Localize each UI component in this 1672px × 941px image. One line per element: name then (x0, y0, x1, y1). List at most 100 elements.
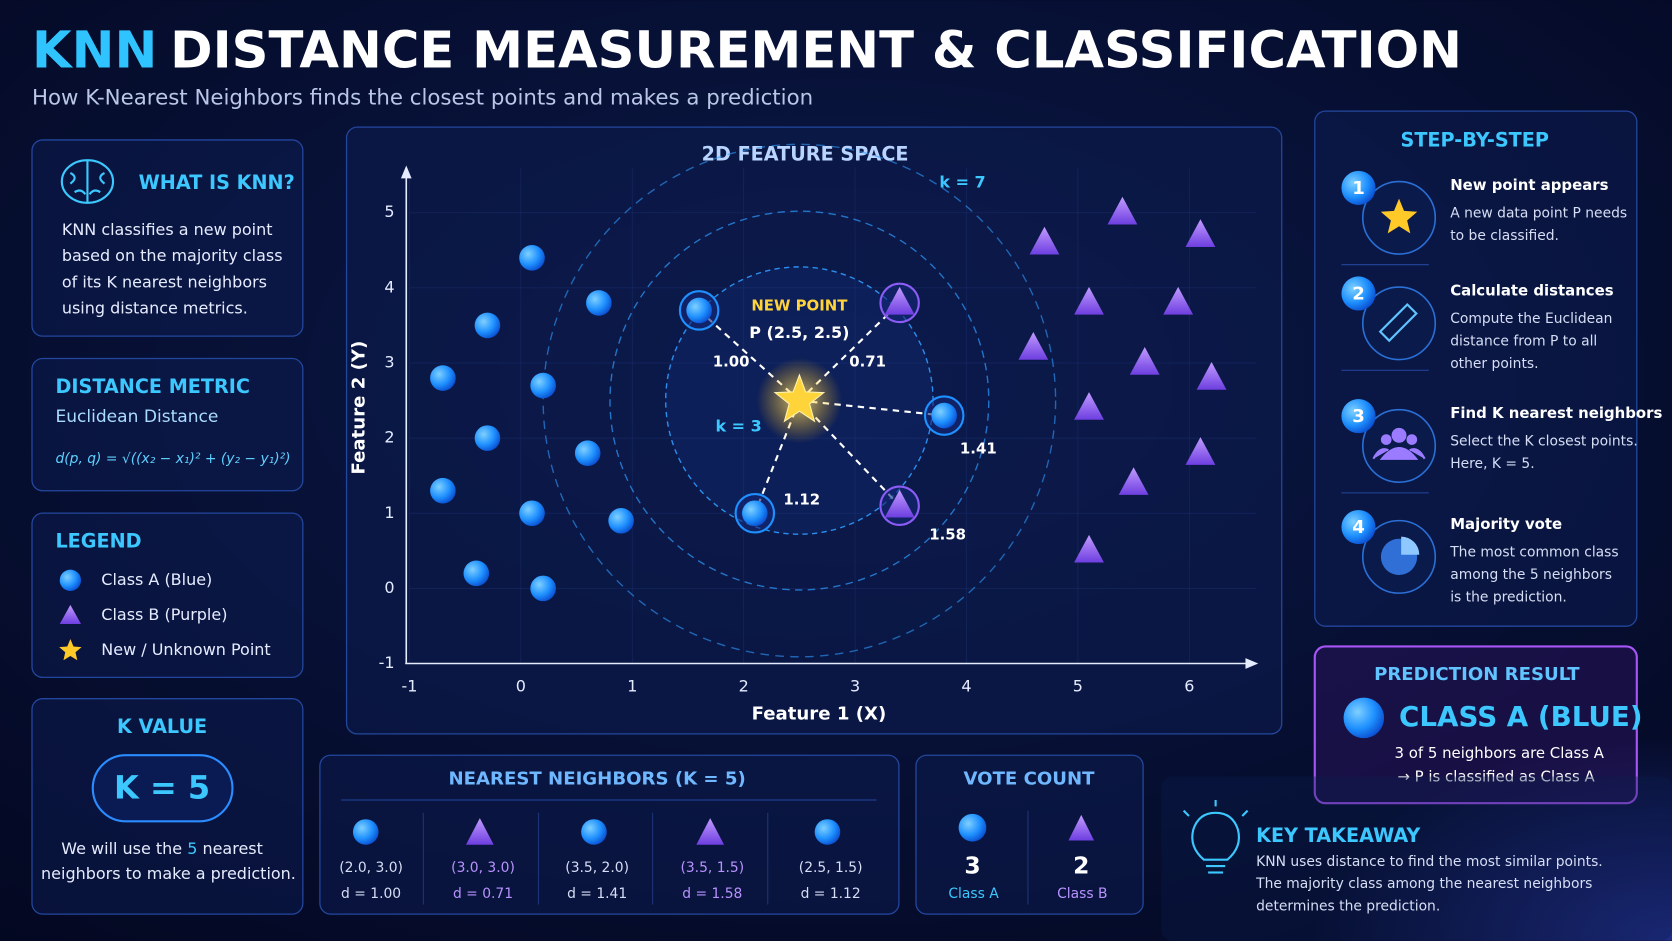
k-text: We will use the 5 nearest (61, 839, 263, 858)
point (1018, 331, 1049, 360)
point (1029, 226, 1060, 255)
step-number: 4 (1352, 517, 1365, 538)
coord: (2.0, 3.0) (339, 860, 403, 876)
x-tick-label: 3 (850, 676, 860, 695)
panel-title: KEY TAKEAWAY (1256, 824, 1421, 847)
icon (814, 819, 841, 845)
step-text: The most common class (1449, 545, 1618, 561)
coord: (2.5, 1.5) (799, 860, 863, 876)
panel-title: LEGEND (55, 529, 141, 552)
step-text: Select the K closest points. (1450, 434, 1638, 450)
distance: d = 1.58 (682, 886, 742, 902)
point (430, 365, 456, 391)
k-pill (91, 754, 234, 823)
panel-text: KNN classifies a new point (62, 220, 273, 239)
axis-arrow (1245, 658, 1259, 669)
distance: d = 1.41 (567, 886, 627, 902)
panel (31, 139, 304, 337)
step-icon (1372, 447, 1426, 460)
step-number: 1 (1352, 178, 1365, 199)
step-icon (1380, 198, 1418, 234)
coord: (3.5, 2.0) (565, 860, 629, 876)
point (773, 373, 826, 423)
distance: d = 0.71 (453, 886, 513, 902)
icon (581, 819, 607, 845)
x-tick-label: -1 (401, 676, 417, 695)
distance-label: 1.12 (783, 490, 820, 508)
vote-number: 2 (1073, 852, 1089, 880)
point (686, 297, 712, 324)
step-text: Here, K = 5. (1450, 456, 1534, 472)
step-text: distance from P to all (1450, 333, 1597, 349)
x-tick-label: 4 (961, 676, 971, 695)
distance: d = 1.12 (801, 886, 861, 902)
step-badge (1341, 276, 1376, 311)
icon (1068, 814, 1095, 841)
panel (319, 754, 900, 915)
text: 5 (187, 839, 197, 858)
point (463, 560, 490, 587)
title: KNN DISTANCE MEASUREMENT & CLASSIFICATION (32, 21, 1462, 81)
panel-title: K VALUE (117, 715, 207, 738)
point (608, 507, 634, 534)
step-icon (1401, 536, 1420, 555)
step-number: 3 (1352, 406, 1365, 427)
legend-label: Class A (Blue) (101, 570, 212, 589)
point (884, 286, 915, 315)
point (1074, 534, 1104, 563)
metric-name: Euclidean Distance (55, 407, 218, 427)
distance-label: 0.71 (849, 353, 886, 371)
legend-label: New / Unknown Point (101, 640, 270, 659)
point (519, 500, 545, 527)
step-text: other points. (1450, 356, 1538, 372)
column-dividers (422, 812, 769, 905)
bulb-icon (1182, 799, 1249, 874)
step-badge (1341, 399, 1376, 434)
panel-title: STEP-BY-STEP (1401, 129, 1549, 152)
axis-arrow (400, 165, 412, 179)
takeaway-text: KNN uses distance to find the most simil… (1256, 854, 1603, 870)
formula: d(p, q) = √((x₂ − x₁)² + (y₂ − y₁)²) (55, 451, 290, 467)
step-badge (1341, 509, 1376, 545)
step-icon (1406, 434, 1418, 445)
plot: -1 0 1 2 3 4 5 6 -1 0 1 2 3 4 5 Feature 1 (X) Feature 2 … (348, 143, 1259, 725)
point (574, 440, 601, 466)
icon (958, 813, 987, 842)
point (1185, 219, 1216, 248)
step-title: Find K nearest neighbors (1450, 404, 1662, 422)
point (474, 425, 501, 451)
icon (352, 819, 379, 845)
point (1196, 362, 1227, 390)
y-tick-label: 4 (384, 277, 394, 296)
panel (31, 357, 304, 492)
distance-label: 1.00 (713, 353, 750, 371)
step-icon (1391, 427, 1407, 443)
legend-label: Class B (Purple) (101, 605, 227, 624)
panel-text: of its K nearest neighbors (62, 272, 267, 291)
k-text: neighbors to make a prediction. (41, 864, 296, 883)
legend-icon (59, 604, 82, 625)
step-icon-ring (1361, 286, 1437, 361)
text: We will use the (61, 839, 187, 858)
step-title: Majority vote (1450, 515, 1562, 533)
step-icon (1378, 302, 1418, 343)
x-tick-label: 1 (627, 676, 637, 695)
k-label: K = 5 (114, 768, 210, 806)
distance-label: 1.58 (929, 526, 966, 544)
prediction-text: 3 of 5 neighbors are Class A (1395, 744, 1605, 762)
brain-icon (60, 159, 115, 204)
y-tick-label: 5 (384, 202, 394, 221)
point (931, 402, 957, 429)
prediction-result: CLASS A (BLUE) (1399, 700, 1642, 733)
point (1107, 196, 1138, 225)
point (1129, 347, 1160, 375)
x-tick-label: 6 (1184, 676, 1194, 695)
k-ring (542, 143, 1057, 658)
takeaway-text: The majority class among the nearest nei… (1255, 876, 1592, 892)
step-icon (1380, 434, 1392, 445)
coord: (3.0, 3.0) (451, 860, 515, 876)
vote-number: 3 (964, 852, 980, 880)
panel-text: based on the majority class (62, 246, 283, 265)
step-badge (1341, 170, 1376, 205)
